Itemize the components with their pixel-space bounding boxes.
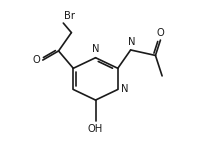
Text: OH: OH [88,124,103,134]
Text: Br: Br [64,11,75,21]
Text: O: O [33,55,40,65]
Text: O: O [157,28,164,38]
Text: N: N [121,85,129,94]
Text: N: N [128,37,135,47]
Text: N: N [92,44,99,54]
